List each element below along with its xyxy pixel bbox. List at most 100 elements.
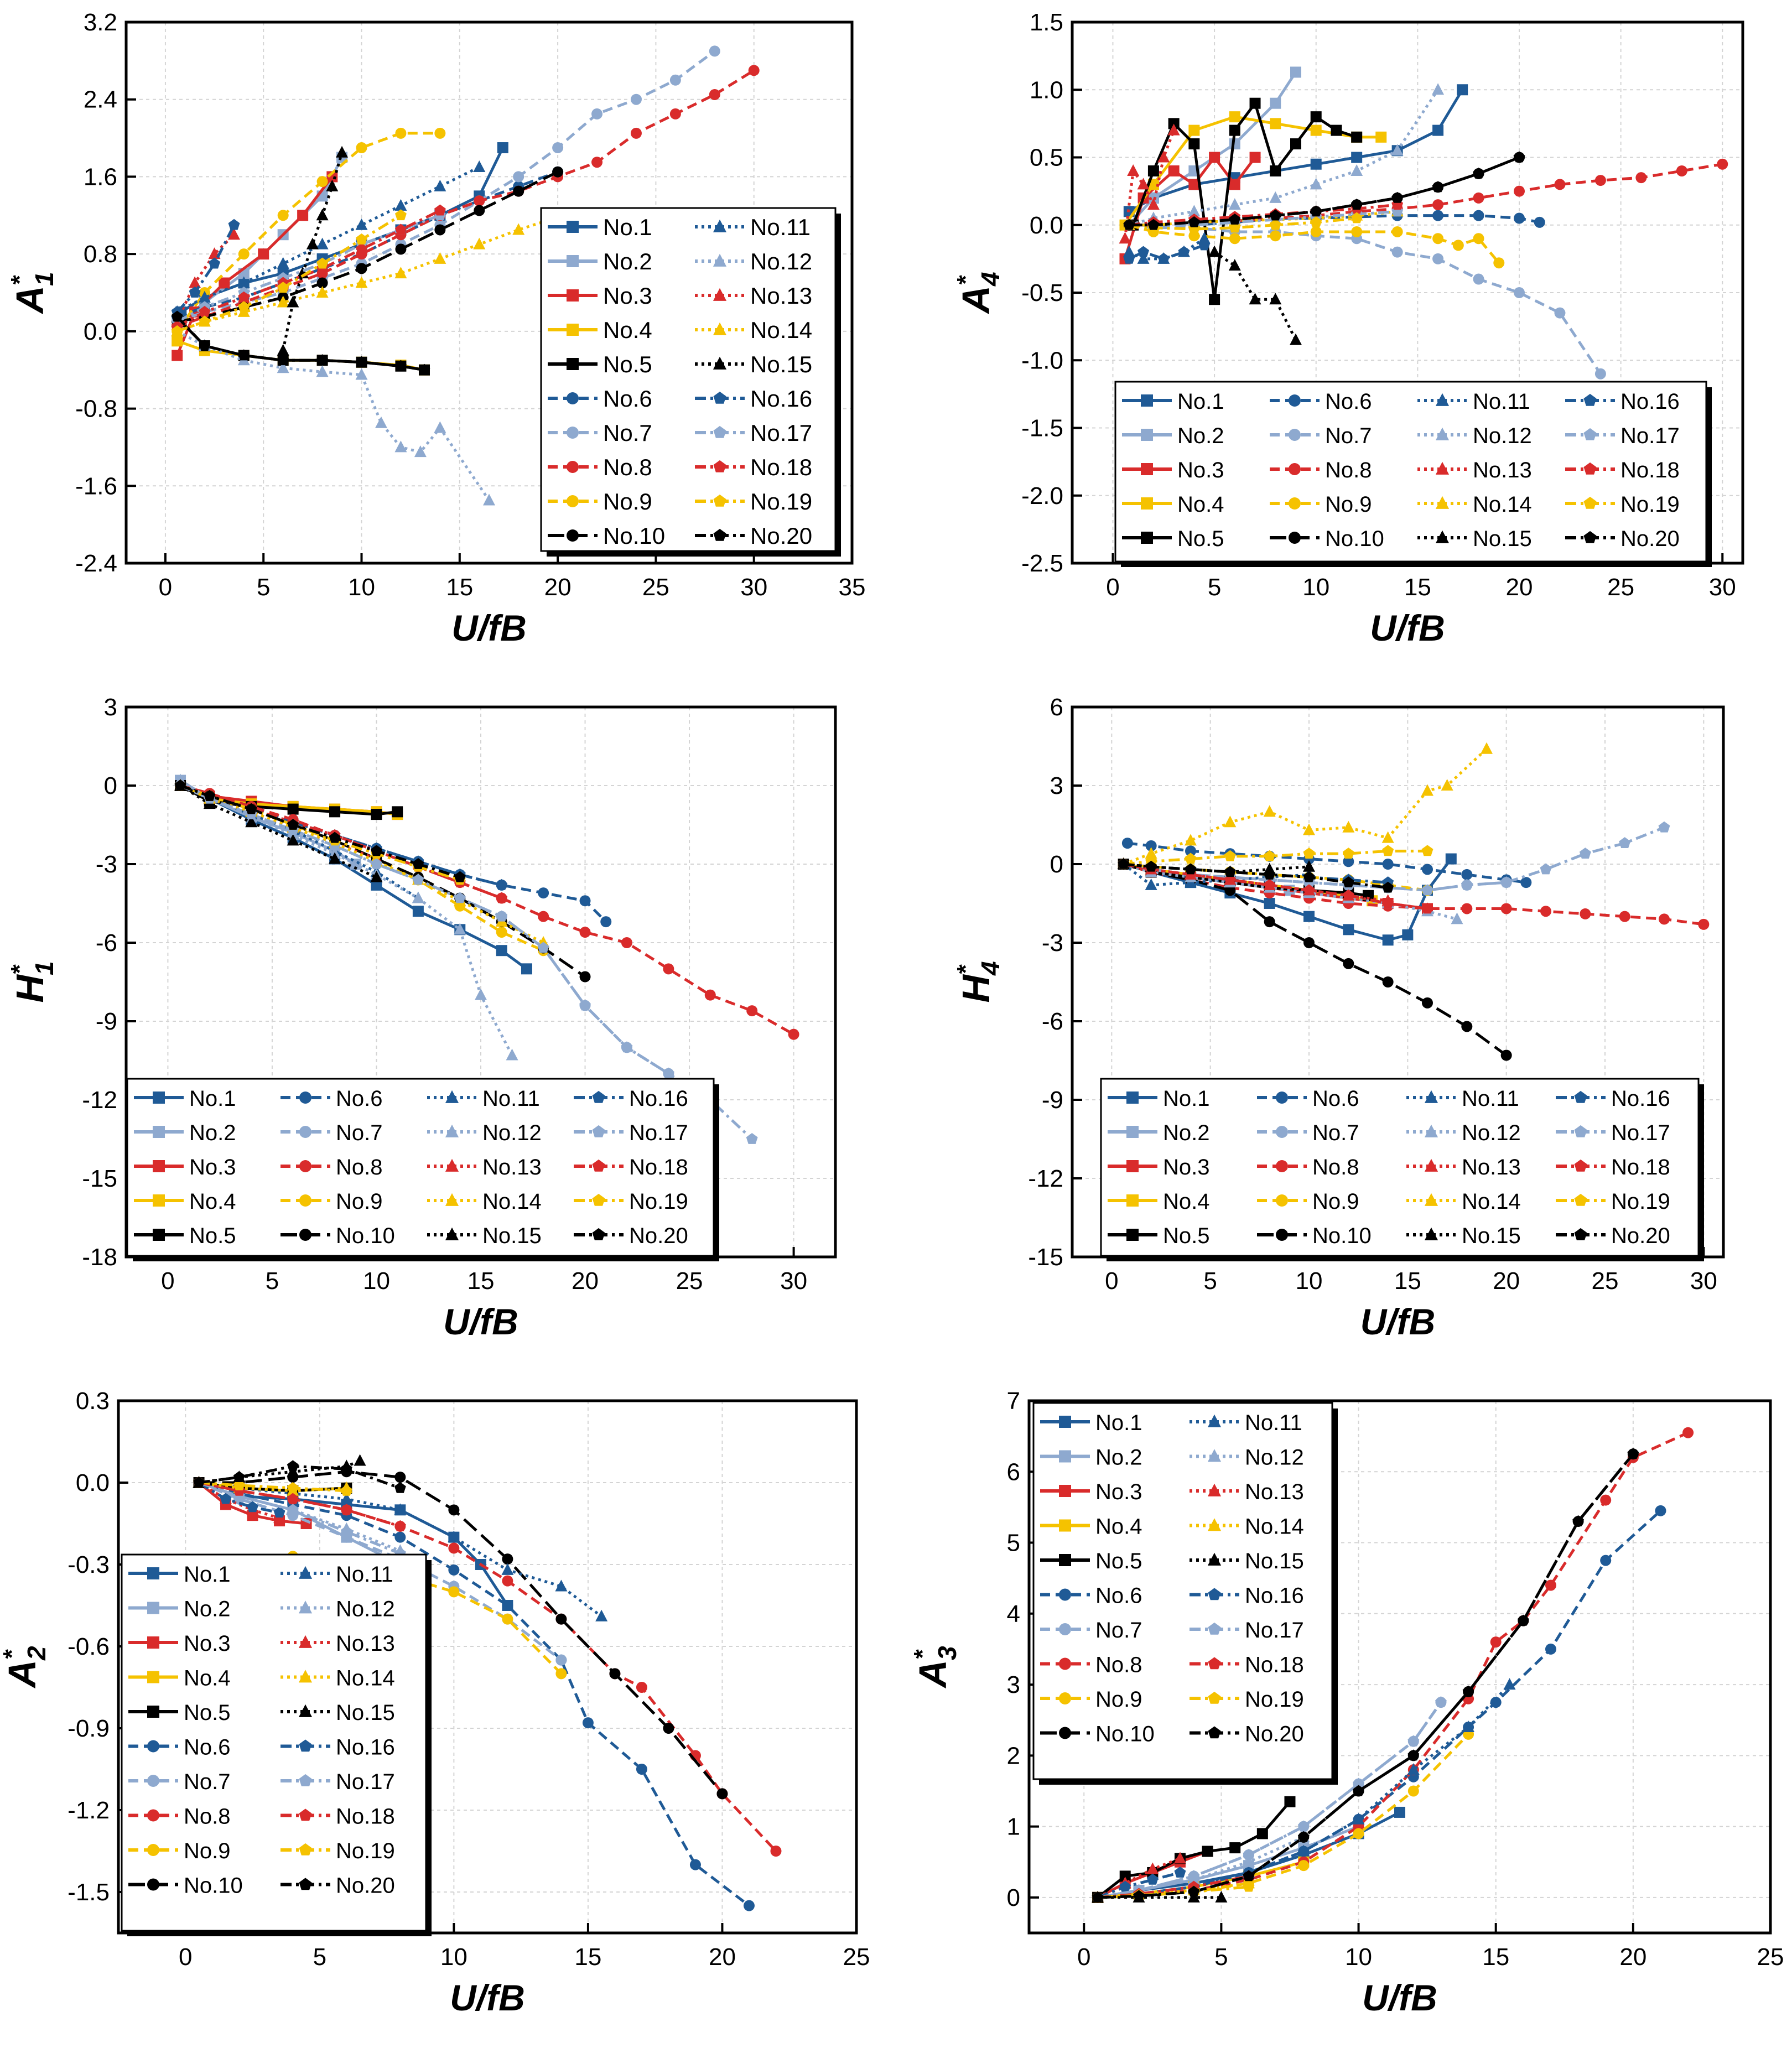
legend-marker <box>147 1844 159 1856</box>
data-point <box>496 892 508 903</box>
data-point <box>1682 1427 1694 1438</box>
x-tick-label: 10 <box>348 574 375 601</box>
data-point <box>788 1028 799 1040</box>
data-point <box>199 305 211 317</box>
y-axis-label: A*1 <box>6 272 59 314</box>
data-point <box>1698 918 1710 930</box>
y-axis-star: * <box>0 1649 25 1660</box>
legend-label: No.10 <box>184 1874 243 1898</box>
x-tick-label: 5 <box>266 1267 279 1295</box>
chart-panel-5: 0 5 10 15 20 25 -1.5 -1.2 -0.9 -0.6 -0.3 0.0 0.3 U/fB… <box>0 1387 870 2018</box>
data-point <box>277 282 289 293</box>
data-point <box>394 1472 406 1483</box>
legend-marker <box>1126 1229 1139 1241</box>
data-point <box>1243 1848 1255 1860</box>
series-line-no16 <box>1128 244 1205 261</box>
data-point <box>394 1482 406 1493</box>
legend-marker <box>1141 532 1153 544</box>
data-point <box>1264 879 1276 890</box>
y-tick-label: -3 <box>96 851 117 878</box>
legend-marker <box>445 1090 459 1103</box>
data-point <box>1188 1885 1200 1897</box>
data-point <box>394 209 407 221</box>
chart-panel-3: 0 5 10 15 20 25 30 -18 -15 -12 -9 -6 -3 0 3 U/fB H*1 No.1… <box>6 694 837 1342</box>
chart-panel-1: 0 5 10 15 20 25 30 35 -2.4 -1.6 -0.8 0.0 0.8 1.6 2.4 3.… <box>6 9 865 648</box>
data-point <box>538 887 549 899</box>
legend-marker <box>1574 1159 1587 1172</box>
y-axis-star: * <box>952 275 979 285</box>
data-point <box>1473 273 1484 285</box>
data-point <box>189 276 201 288</box>
data-point <box>448 1564 460 1576</box>
legend-label: No.9 <box>1325 492 1372 517</box>
data-point <box>171 325 183 336</box>
data-point <box>316 354 329 366</box>
data-point <box>277 344 289 356</box>
data-point <box>1303 871 1315 882</box>
legend-marker <box>1126 1194 1139 1207</box>
data-point <box>287 1493 299 1504</box>
data-point <box>316 176 328 188</box>
x-tick-label: 0 <box>161 1267 174 1295</box>
series-line-no18 <box>1123 862 1428 910</box>
data-point <box>473 237 486 250</box>
series-line-no19 <box>199 1481 347 1493</box>
data-point <box>326 179 339 191</box>
legend-marker <box>567 461 579 473</box>
data-point <box>434 421 446 433</box>
legend-marker <box>445 1193 459 1206</box>
data-point <box>1137 246 1150 257</box>
data-point <box>1391 144 1404 156</box>
legend-marker <box>298 1566 313 1579</box>
data-point <box>1658 821 1670 833</box>
data-point <box>1310 158 1322 170</box>
data-point <box>555 1654 567 1666</box>
data-point <box>609 1668 621 1680</box>
legend-marker <box>1207 1483 1222 1496</box>
legend-label: No.16 <box>1245 1584 1304 1608</box>
data-point <box>1119 232 1131 244</box>
data-point <box>1481 742 1493 754</box>
legend-label: No.14 <box>1245 1515 1304 1539</box>
data-point <box>1635 172 1647 184</box>
data-point <box>1579 848 1591 859</box>
legend-label: No.18 <box>1620 458 1680 482</box>
data-point <box>306 237 319 250</box>
data-point <box>555 1613 567 1625</box>
legend-label: No.17 <box>750 420 812 446</box>
legend-label: No.9 <box>603 488 652 514</box>
legend-marker <box>1289 429 1301 441</box>
data-point <box>189 287 201 298</box>
legend-label: No.5 <box>603 351 652 377</box>
data-point <box>1310 124 1322 136</box>
x-tick-label: 0 <box>1077 1943 1090 1971</box>
data-point <box>1310 205 1322 217</box>
y-tick-label: -18 <box>82 1244 117 1271</box>
data-point <box>1303 884 1315 896</box>
legend-marker <box>299 1878 312 1890</box>
legend-marker <box>299 1808 312 1821</box>
legend-label: No.12 <box>482 1121 542 1145</box>
data-point <box>356 243 367 254</box>
data-point <box>1168 118 1180 129</box>
data-point <box>1303 848 1315 859</box>
data-point <box>1540 863 1552 875</box>
y-tick-label: -3 <box>1042 929 1063 957</box>
data-point <box>1382 881 1394 893</box>
x-tick-label: 30 <box>780 1267 807 1295</box>
legend-label: No.6 <box>1095 1584 1142 1608</box>
data-point <box>1147 198 1160 210</box>
data-point <box>1435 1696 1447 1708</box>
data-point <box>1147 219 1160 230</box>
data-point <box>1145 860 1157 872</box>
data-point <box>287 834 299 846</box>
data-point <box>172 350 183 361</box>
data-point <box>748 65 760 76</box>
legend-marker <box>592 1125 605 1137</box>
y-tick-label: -6 <box>96 929 117 957</box>
y-axis-label: A*4 <box>952 272 1005 314</box>
data-point <box>1264 916 1275 928</box>
data-point <box>1249 152 1261 163</box>
data-point <box>454 871 466 882</box>
y-tick-label: -1.6 <box>75 472 117 500</box>
